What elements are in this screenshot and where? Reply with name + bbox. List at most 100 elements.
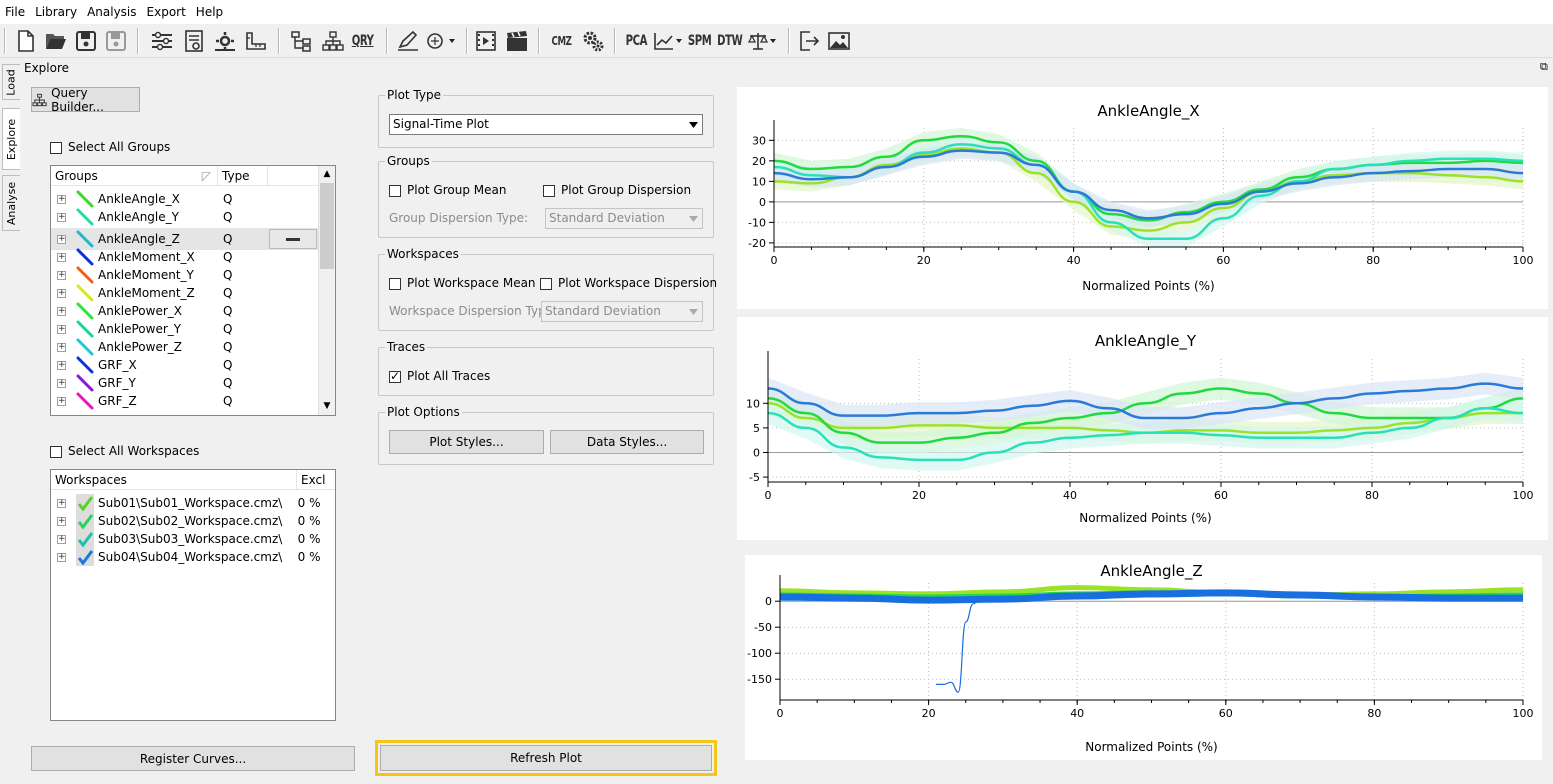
expand-icon[interactable]: + [57, 323, 66, 334]
tree-icon[interactable] [288, 29, 314, 53]
group-row[interactable]: + AnkleAngle_X Q [51, 190, 319, 208]
gears-icon[interactable] [580, 29, 606, 53]
dtw-button[interactable]: DTW [717, 33, 743, 49]
open-folder-icon[interactable] [44, 29, 68, 53]
query-builder-button[interactable]: Query Builder... [31, 86, 140, 114]
expand-icon[interactable]: + [57, 497, 66, 508]
chevron-down-icon [686, 117, 700, 132]
y-tick-label: -10 [748, 216, 766, 229]
group-row[interactable]: + AnklePower_Y Q [51, 320, 319, 338]
export-icon[interactable] [797, 29, 821, 53]
plot-panel-ankleangle-y[interactable]: AnkleAngle_Y 0 20 40 60 80 100 -5 0 5 10 Normalized… [737, 317, 1548, 540]
group-row[interactable]: + AnkleMoment_Y Q [51, 266, 319, 284]
tab-analyse[interactable]: Analyse [2, 175, 20, 231]
settings-sliders-icon[interactable] [149, 29, 175, 53]
select-all-groups-checkbox[interactable]: Select All Groups [50, 140, 170, 154]
expand-icon[interactable]: + [57, 305, 66, 316]
filmstrip-icon[interactable] [474, 29, 498, 53]
plot-workspace-dispersion-checkbox[interactable]: Plot Workspace Dispersion [540, 276, 717, 290]
expand-icon[interactable]: + [57, 341, 66, 352]
ruler-icon[interactable] [243, 29, 269, 53]
expand-icon[interactable]: + [57, 395, 66, 406]
plot-styles-button[interactable]: Plot Styles... [389, 430, 544, 454]
select-all-workspaces-checkbox[interactable]: Select All Workspaces [50, 444, 199, 458]
group-row[interactable]: + AnkleMoment_X Q [51, 248, 319, 266]
toolbox-icon[interactable] [212, 29, 238, 53]
data-styles-button[interactable]: Data Styles... [550, 430, 704, 454]
groups-column-header[interactable]: Groups ◸ [51, 166, 218, 186]
plot-panel-ankleangle-x[interactable]: AnkleAngle_X 0 20 40 60 80 100 -20 -10 0 10 20 30 Nor… [737, 87, 1548, 309]
document-settings-icon[interactable] [181, 29, 207, 53]
signature-icon[interactable] [396, 29, 420, 53]
expand-icon[interactable]: + [57, 251, 66, 262]
group-row[interactable]: + AnklePower_Z Q [51, 338, 319, 356]
workspace-row[interactable]: + Sub03\Sub03_Workspace.cmz\ 0 % [51, 530, 335, 548]
hierarchy-icon[interactable] [320, 29, 346, 53]
float-panel-icon[interactable]: ⧉ [1540, 60, 1548, 73]
menu-file[interactable]: File [5, 5, 26, 19]
excl-column-header[interactable]: Excl [301, 473, 326, 487]
expand-icon[interactable]: + [57, 211, 66, 222]
plot-group-mean-checkbox[interactable]: Plot Group Mean [389, 183, 506, 197]
remove-button[interactable] [269, 229, 317, 249]
group-row[interactable]: + GRF_Z Q [51, 392, 319, 410]
group-row[interactable]: + AnkleAngle_Z Q [51, 228, 319, 250]
query-icon[interactable]: QRY [352, 33, 374, 49]
series-line [773, 149, 1524, 220]
workspace-dispersion-type-select[interactable]: Standard Deviation [541, 301, 703, 322]
menu-help[interactable]: Help [195, 5, 224, 19]
tab-explore[interactable]: Explore [2, 108, 20, 170]
workspace-excl: 0 % [297, 550, 321, 564]
plot-group-dispersion-checkbox[interactable]: Plot Group Dispersion [543, 183, 691, 197]
x-tick-label: 80 [1366, 254, 1380, 267]
expand-icon[interactable]: + [57, 233, 66, 244]
line-color-icon [76, 320, 94, 338]
clapper-icon[interactable] [504, 29, 530, 53]
save-as-icon[interactable] [104, 29, 128, 53]
groups-scrollbar[interactable]: ▲ ▼ [318, 166, 335, 415]
menu-library[interactable]: Library [35, 5, 78, 19]
expand-icon[interactable]: + [57, 269, 66, 280]
plot-panel-ankleangle-z[interactable]: AnkleAngle_Z 0 20 40 60 80 100 -150 -100 -50 0 Norm… [745, 555, 1542, 760]
group-row[interactable]: + AnkleAngle_Y Q [51, 208, 319, 226]
workspaces-column-header[interactable]: Workspaces [51, 470, 297, 490]
expand-icon[interactable]: + [57, 533, 66, 544]
plot-workspace-mean-checkbox[interactable]: Plot Workspace Mean [389, 276, 536, 290]
type-column-header[interactable]: Type [218, 166, 268, 186]
group-row[interactable]: + GRF_X Q [51, 356, 319, 374]
pca-button[interactable]: PCA [625, 33, 647, 49]
save-icon[interactable] [74, 29, 98, 53]
refresh-plot-button[interactable]: Refresh Plot [380, 745, 712, 771]
cmz-icon[interactable]: CMZ [551, 34, 571, 48]
tab-load[interactable]: Load [2, 64, 20, 100]
group-type: Q [223, 268, 233, 282]
expand-icon[interactable]: + [57, 193, 66, 204]
expand-icon[interactable]: + [57, 515, 66, 526]
register-curves-button[interactable]: Register Curves... [31, 746, 355, 771]
menu-export[interactable]: Export [146, 5, 186, 19]
chart-title: AnkleAngle_X [1097, 102, 1199, 121]
group-row[interactable]: + AnkleMoment_Z Q [51, 284, 319, 302]
x-axis-label: Normalized Points (%) [1085, 740, 1218, 754]
palette-icon[interactable] [424, 29, 458, 53]
spm-button[interactable]: SPM [688, 33, 712, 49]
chart-line-icon[interactable] [652, 29, 686, 53]
new-file-icon[interactable] [14, 29, 38, 53]
workspace-row[interactable]: + Sub01\Sub01_Workspace.cmz\ 0 % [51, 494, 335, 512]
image-icon[interactable] [826, 29, 852, 53]
group-row[interactable]: + AnklePower_X Q [51, 302, 319, 320]
plot-type-select[interactable]: Signal-Time Plot [389, 114, 703, 135]
group-dispersion-type-select[interactable]: Standard Deviation [545, 208, 703, 229]
group-name: AnklePower_Y [98, 322, 182, 336]
select-all-groups-label: Select All Groups [68, 140, 171, 154]
expand-icon[interactable]: + [57, 287, 66, 298]
plot-all-traces-checkbox[interactable]: Plot All Traces [389, 369, 490, 383]
group-row[interactable]: + GRF_Y Q [51, 374, 319, 392]
balance-icon[interactable] [746, 29, 780, 53]
expand-icon[interactable]: + [57, 551, 66, 562]
expand-icon[interactable]: + [57, 377, 66, 388]
workspace-row[interactable]: + Sub04\Sub04_Workspace.cmz\ 0 % [51, 548, 335, 566]
menu-analysis[interactable]: Analysis [87, 5, 137, 19]
workspace-row[interactable]: + Sub02\Sub02_Workspace.cmz\ 0 % [51, 512, 335, 530]
expand-icon[interactable]: + [57, 359, 66, 370]
